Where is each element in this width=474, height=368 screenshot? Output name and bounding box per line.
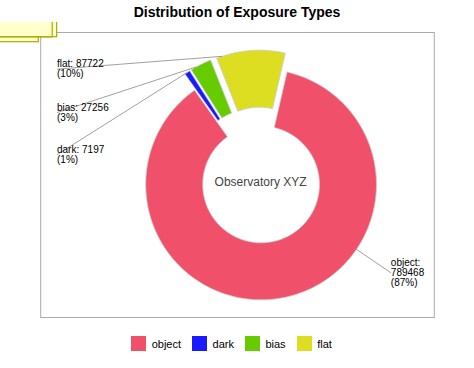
svg-text:bias: 27256(3%): bias: 27256(3%) — [57, 102, 109, 123]
html-text:bias: bias — [265, 337, 286, 350]
html-text:dark: dark — [212, 337, 234, 350]
svg-text:dark: 7197(1%): dark: 7197(1%) — [57, 144, 105, 165]
svg-text:Observatory XYZ: Observatory XYZ — [215, 175, 307, 189]
svg-text:flat: 87722(10%): flat: 87722(10%) — [57, 58, 104, 79]
html-text:object: object — [151, 337, 181, 350]
svg-text:object:789468(87%): object:789468(87%) — [391, 257, 425, 288]
html-text:flat: flat — [317, 337, 332, 350]
html-text:Distribution of Exposure Types: Distribution of Exposure Types — [133, 4, 341, 20]
